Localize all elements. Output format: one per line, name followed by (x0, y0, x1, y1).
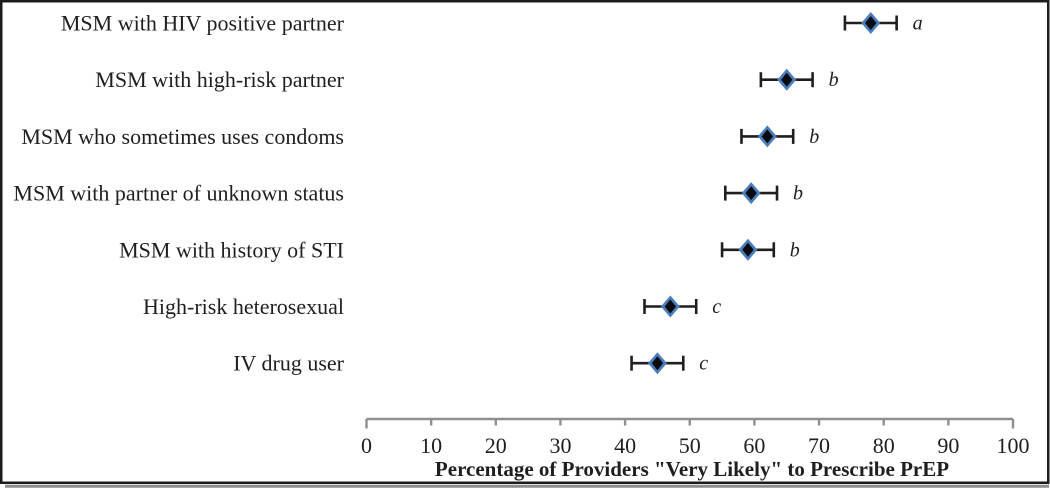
x-axis-tick-label: 80 (873, 433, 895, 458)
x-axis-tick-label: 50 (679, 433, 701, 458)
x-axis-tick-label: 70 (808, 433, 830, 458)
x-axis-tick-label: 10 (420, 433, 442, 458)
marker-diamond-inner (745, 186, 757, 201)
x-axis-tick-label: 20 (485, 433, 507, 458)
significance-letter: b (809, 126, 819, 148)
marker-diamond-inner (664, 299, 677, 314)
category-label: MSM with HIV positive partner (61, 11, 345, 36)
significance-letter: c (699, 353, 708, 375)
x-axis-tick-label: 0 (361, 433, 372, 458)
significance-letter: a (913, 13, 923, 35)
x-axis-tick-label: 40 (614, 433, 636, 458)
x-axis-tick-label: 100 (997, 433, 1030, 458)
category-label: IV drug user (233, 351, 344, 376)
significance-letter: b (793, 183, 803, 205)
marker-diamond-inner (865, 16, 877, 30)
significance-letter: b (829, 69, 839, 91)
x-axis-tick-label: 60 (743, 433, 765, 458)
marker-diamond-inner (781, 72, 793, 87)
marker-diamond-inner (651, 356, 664, 371)
marker-diamond-inner (761, 129, 774, 144)
category-label: High-risk heterosexual (143, 294, 344, 319)
x-axis-tick-label: 90 (937, 433, 959, 458)
category-label: MSM who sometimes uses condoms (21, 124, 344, 149)
significance-letter: b (790, 239, 800, 261)
marker-diamond-inner (742, 242, 754, 257)
x-axis-tick-label: 30 (549, 433, 571, 458)
category-label: MSM with partner of unknown status (13, 181, 344, 206)
x-axis-title: Percentage of Providers "Very Likely" to… (435, 457, 949, 481)
category-label: MSM with history of STI (119, 237, 344, 262)
category-label: MSM with high-risk partner (95, 67, 344, 92)
significance-letter: c (712, 296, 721, 318)
